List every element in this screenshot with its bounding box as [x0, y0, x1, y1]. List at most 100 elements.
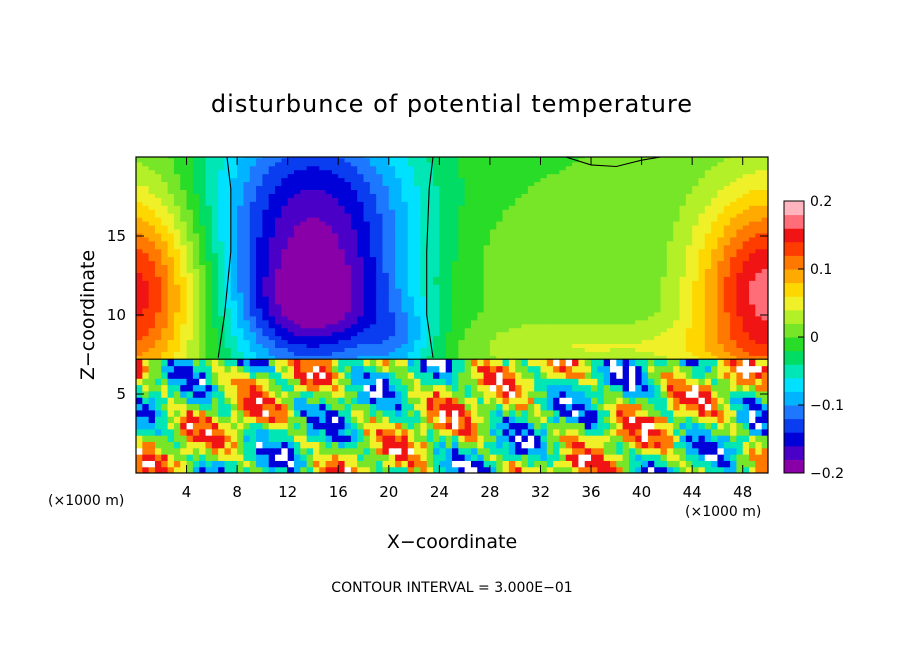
field-cell — [363, 355, 371, 360]
field-cell — [578, 264, 586, 269]
field-cell — [161, 323, 169, 329]
field-cell — [300, 248, 308, 254]
field-cell — [344, 323, 352, 329]
field-cell — [136, 323, 143, 329]
field-cell — [508, 319, 516, 325]
field-cell — [287, 355, 295, 360]
field-cell — [584, 351, 592, 356]
field-cell — [199, 323, 207, 329]
field-cell — [350, 248, 358, 254]
field-cell — [344, 299, 352, 305]
field-cell — [622, 327, 630, 333]
field-cell — [534, 209, 542, 214]
field-cell — [685, 213, 693, 218]
field-cell — [489, 213, 497, 218]
field-cell — [312, 189, 320, 194]
field-cell — [736, 339, 744, 345]
field-cell — [711, 347, 719, 352]
field-cell — [243, 284, 251, 289]
field-cell — [363, 205, 371, 210]
field-cell — [515, 181, 523, 187]
field-cell — [344, 209, 352, 214]
field-cell — [660, 343, 668, 348]
field-cell — [698, 272, 706, 277]
field-cell — [395, 264, 403, 269]
field-cell — [142, 299, 150, 305]
field-cell — [679, 248, 687, 254]
field-cell — [603, 220, 611, 226]
field-cell — [148, 303, 156, 309]
field-cell — [515, 355, 523, 360]
field-cell — [641, 335, 649, 341]
field-cell — [730, 220, 737, 226]
field-cell — [407, 224, 415, 230]
field-cell — [673, 280, 681, 285]
field-cell — [578, 181, 586, 187]
field-cell — [628, 331, 636, 337]
field-cell — [205, 351, 213, 356]
field-cell — [464, 232, 472, 238]
field-cell — [331, 339, 339, 345]
field-cell — [559, 240, 567, 246]
field-cell — [173, 244, 181, 250]
field-cell — [578, 209, 586, 214]
field-cell — [287, 177, 295, 183]
field-cell — [382, 185, 390, 190]
field-cell — [679, 220, 687, 226]
field-cell — [483, 173, 491, 179]
field-cell — [186, 185, 194, 190]
field-cell — [294, 205, 301, 210]
field-cell — [717, 224, 725, 230]
field-cell — [521, 284, 529, 289]
field-cell — [192, 189, 200, 194]
field-cell — [237, 213, 245, 218]
field-cell — [730, 228, 737, 234]
field-cell — [401, 351, 409, 356]
field-cell — [654, 323, 662, 329]
field-cell — [287, 311, 295, 317]
field-cell — [306, 173, 314, 179]
field-cell — [458, 189, 466, 194]
field-cell — [338, 165, 346, 171]
field-cell — [559, 296, 567, 301]
field-cell — [723, 197, 731, 202]
field-cell — [154, 347, 162, 352]
field-cell — [445, 201, 453, 206]
field-cell — [470, 193, 478, 198]
field-cell — [218, 347, 226, 352]
field-cell — [749, 272, 756, 277]
field-cell — [338, 177, 346, 183]
field-cell — [572, 351, 579, 356]
field-cell — [281, 201, 289, 206]
field-cell — [622, 299, 630, 305]
field-cell — [559, 193, 567, 198]
field-cell — [338, 220, 346, 226]
field-cell — [237, 185, 245, 190]
field-cell — [508, 197, 516, 202]
field-cell — [142, 272, 150, 277]
field-cell — [572, 244, 579, 250]
field-cell — [736, 256, 744, 262]
field-cell — [616, 248, 624, 254]
field-cell — [312, 264, 320, 269]
field-cell — [685, 209, 693, 214]
field-cell — [388, 280, 396, 285]
field-cell — [199, 213, 207, 218]
field-cell — [717, 351, 725, 356]
field-cell — [565, 268, 573, 273]
field-cell — [363, 307, 371, 313]
field-cell — [584, 252, 592, 258]
field-cell — [237, 268, 245, 273]
field-cell — [546, 288, 554, 293]
field-cell — [287, 319, 295, 325]
field-cell — [452, 335, 459, 341]
field-cell — [717, 343, 725, 348]
field-cell — [736, 307, 744, 313]
field-cell — [249, 296, 257, 301]
field-cell — [192, 339, 200, 345]
field-cell — [666, 201, 674, 206]
field-cell — [565, 248, 573, 254]
field-cell — [401, 311, 409, 317]
field-cell — [142, 331, 150, 337]
field-cell — [704, 351, 712, 356]
